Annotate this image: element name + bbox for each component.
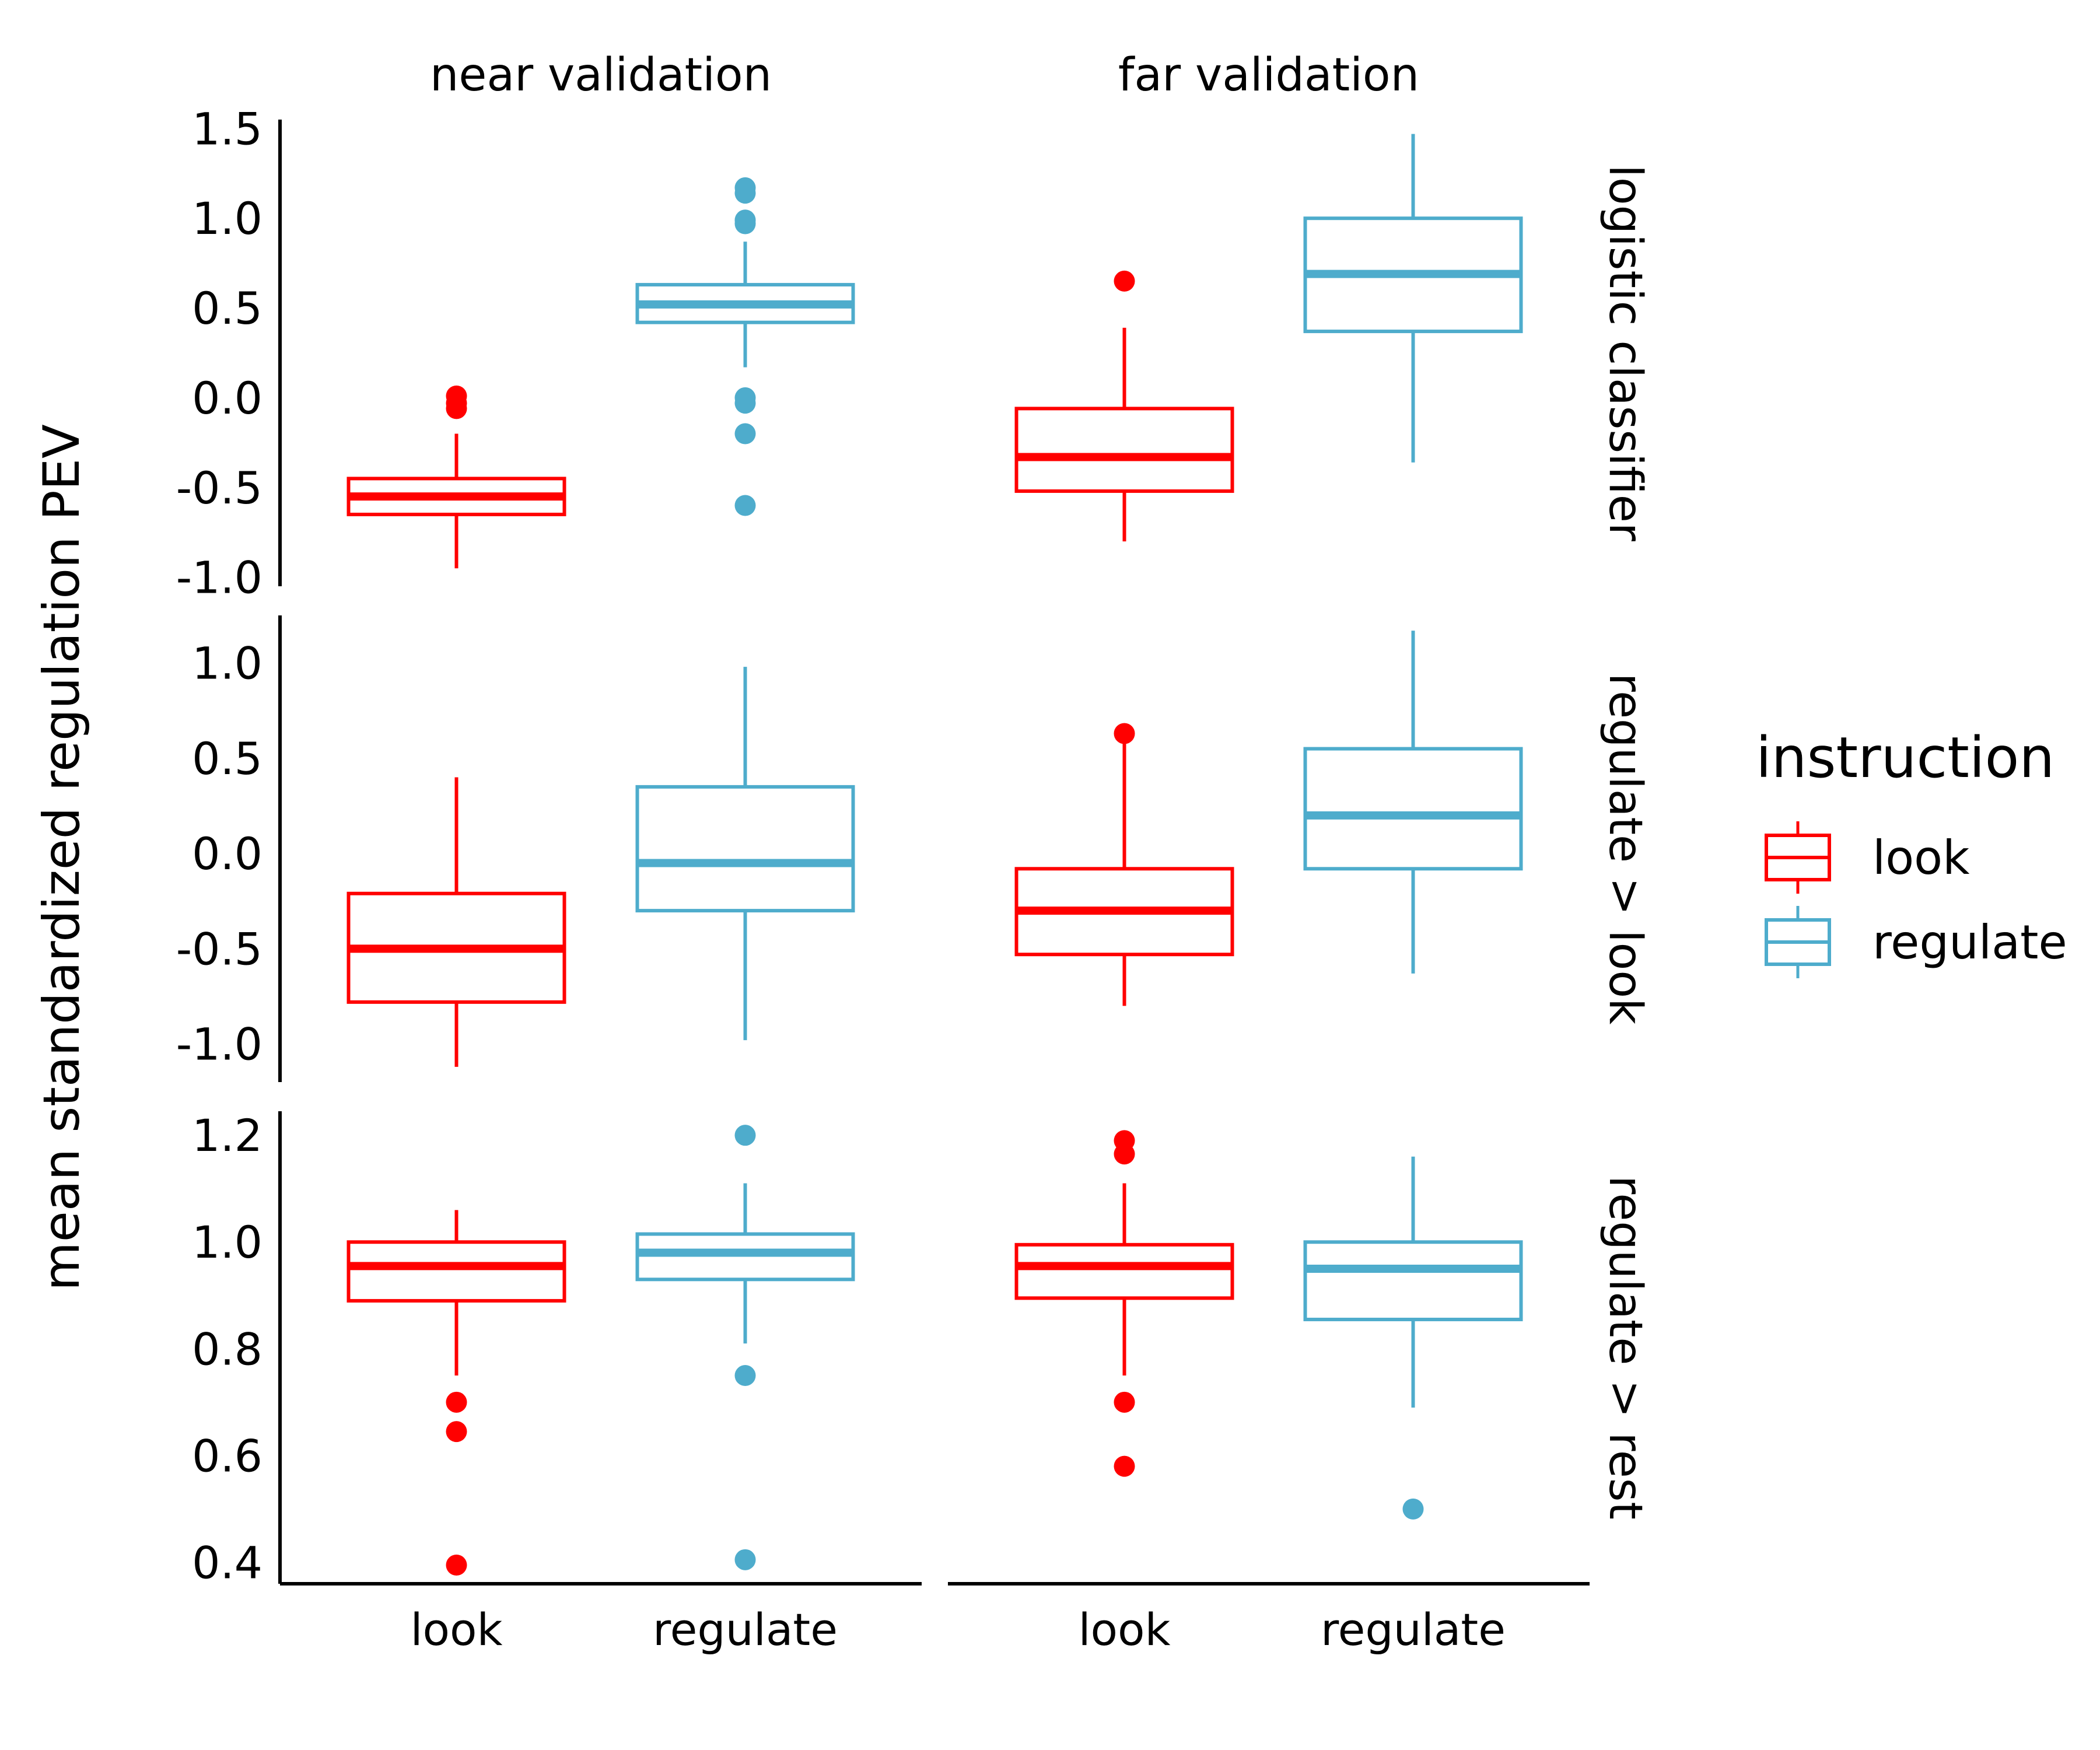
x-tick-label: regulate [1321, 1604, 1506, 1656]
outlier-point [734, 213, 756, 235]
legend-label: regulate [1873, 915, 2067, 970]
interquartile-box [1014, 1242, 1234, 1300]
y-tick-label: 1.2 [192, 1110, 262, 1161]
box-regulate [635, 667, 855, 1041]
panel-grid: near validation far validation logistic cl… [176, 49, 1651, 1656]
interquartile-box [1303, 1240, 1523, 1321]
y-tick-label: -0.5 [176, 462, 262, 514]
outlier-point [734, 393, 756, 414]
outlier-point [446, 1391, 467, 1413]
y-tick-label: -0.5 [176, 923, 262, 975]
outlier-point [1402, 1498, 1424, 1520]
interquartile-box [1303, 747, 1523, 871]
y-tick-label: 0.0 [192, 828, 262, 880]
legend-item-look: look [1765, 821, 1970, 894]
y-tick-label: 1.5 [192, 103, 262, 155]
legend-item-regulate: regulate [1765, 906, 2067, 978]
outlier-point [1114, 270, 1135, 292]
box-look [1014, 1130, 1234, 1477]
outlier-point [734, 183, 756, 204]
box-regulate [1303, 1156, 1523, 1520]
outlier-point [734, 495, 756, 516]
x-tick-label: look [410, 1604, 502, 1656]
box-look [346, 1210, 566, 1576]
x-tick-label: look [1078, 1604, 1170, 1656]
y-tick-label: 0.6 [192, 1430, 262, 1482]
legend: instruction look regulate [1756, 725, 2067, 978]
box-regulate [1303, 134, 1523, 463]
row-strip-label: regulate > rest [1599, 1175, 1651, 1520]
outlier-point [1114, 1391, 1135, 1413]
y-tick-label: -1.0 [176, 552, 262, 604]
row-strip-label: logistic classifier [1599, 164, 1651, 542]
outlier-point [734, 1125, 756, 1146]
legend-label: look [1873, 831, 1970, 885]
y-tick-label: 1.0 [192, 638, 262, 690]
legend-title: instruction [1756, 725, 2054, 790]
outlier-point [446, 1554, 467, 1576]
interquartile-box [635, 785, 855, 913]
outlier-point [734, 1549, 756, 1570]
row-strip-label: regulate > look [1599, 673, 1651, 1025]
box-look [1014, 270, 1234, 542]
outlier-point [1114, 1455, 1135, 1477]
outlier-point [734, 423, 756, 444]
box-look [346, 777, 566, 1067]
box-regulate [1303, 631, 1523, 974]
y-tick-label: 1.0 [192, 192, 262, 244]
column-strip-label: far validation [1118, 49, 1419, 102]
column-strip-label: near validation [430, 49, 772, 102]
interquartile-box [346, 1240, 566, 1303]
box-look [1014, 723, 1234, 1006]
y-tick-label: 0.4 [192, 1536, 262, 1588]
interquartile-box [1014, 407, 1234, 493]
outlier-point [1114, 723, 1135, 744]
outlier-point [1114, 1143, 1135, 1165]
box-regulate [635, 177, 855, 516]
y-tick-label: 1.0 [192, 1216, 262, 1268]
x-tick-label: regulate [653, 1604, 838, 1656]
outlier-point [446, 393, 467, 414]
y-tick-label: 0.8 [192, 1323, 262, 1375]
y-tick-label: -1.0 [176, 1019, 262, 1070]
box-look [346, 385, 566, 569]
box-regulate [635, 1125, 855, 1570]
y-tick-label: 0.0 [192, 372, 262, 424]
y-tick-label: 0.5 [192, 733, 262, 785]
outlier-point [446, 1421, 467, 1443]
outlier-point [734, 1365, 756, 1387]
y-axis-label: mean standardized regulation PEV [33, 424, 91, 1291]
y-tick-label: 0.5 [192, 282, 262, 334]
